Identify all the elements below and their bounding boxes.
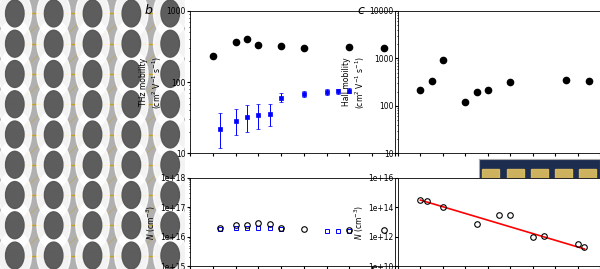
Y-axis label: $N$ (cm$^{-3}$): $N$ (cm$^{-3}$) <box>352 204 365 240</box>
Circle shape <box>44 91 63 118</box>
Circle shape <box>161 121 179 148</box>
Circle shape <box>122 0 140 27</box>
Circle shape <box>37 201 70 250</box>
Circle shape <box>83 30 102 57</box>
Circle shape <box>37 80 70 129</box>
Circle shape <box>44 242 63 269</box>
Circle shape <box>44 30 63 57</box>
Circle shape <box>5 151 24 178</box>
Circle shape <box>83 242 102 269</box>
Circle shape <box>0 141 31 189</box>
Circle shape <box>0 0 31 38</box>
Circle shape <box>0 80 31 129</box>
Circle shape <box>154 50 187 98</box>
Circle shape <box>83 151 102 178</box>
Circle shape <box>122 212 140 239</box>
Circle shape <box>0 50 31 98</box>
Circle shape <box>83 0 102 27</box>
Circle shape <box>44 182 63 208</box>
Circle shape <box>161 242 179 269</box>
Circle shape <box>0 20 31 68</box>
Circle shape <box>115 171 148 219</box>
Circle shape <box>5 30 24 57</box>
Circle shape <box>154 20 187 68</box>
Circle shape <box>76 171 109 219</box>
Circle shape <box>115 80 148 129</box>
Y-axis label: Hall mobility
(cm$^2$ V$^{-1}$ s$^{-1}$): Hall mobility (cm$^2$ V$^{-1}$ s$^{-1}$) <box>343 55 367 109</box>
Circle shape <box>76 201 109 250</box>
Circle shape <box>161 91 179 118</box>
Circle shape <box>161 0 179 27</box>
Circle shape <box>37 110 70 159</box>
Circle shape <box>37 20 70 68</box>
Circle shape <box>115 201 148 250</box>
Circle shape <box>5 212 24 239</box>
Circle shape <box>37 231 70 269</box>
Circle shape <box>115 50 148 98</box>
Circle shape <box>154 80 187 129</box>
Circle shape <box>44 0 63 27</box>
Circle shape <box>83 182 102 208</box>
Circle shape <box>0 201 31 250</box>
Circle shape <box>83 121 102 148</box>
Circle shape <box>37 0 70 38</box>
Circle shape <box>76 110 109 159</box>
Circle shape <box>76 80 109 129</box>
Circle shape <box>37 171 70 219</box>
Text: b: b <box>145 3 153 17</box>
Circle shape <box>76 141 109 189</box>
Circle shape <box>161 182 179 208</box>
Circle shape <box>154 0 187 38</box>
Circle shape <box>76 20 109 68</box>
Circle shape <box>115 20 148 68</box>
Text: c: c <box>358 3 364 17</box>
Circle shape <box>154 231 187 269</box>
Circle shape <box>37 141 70 189</box>
Circle shape <box>76 231 109 269</box>
Circle shape <box>0 171 31 219</box>
Circle shape <box>115 110 148 159</box>
Circle shape <box>5 61 24 87</box>
Circle shape <box>115 231 148 269</box>
Circle shape <box>5 121 24 148</box>
Circle shape <box>5 242 24 269</box>
Y-axis label: THz mobility
(cm$^2$ V$^{-1}$ s$^{-1}$): THz mobility (cm$^2$ V$^{-1}$ s$^{-1}$) <box>139 55 164 109</box>
Circle shape <box>76 0 109 38</box>
Circle shape <box>122 242 140 269</box>
Circle shape <box>122 151 140 178</box>
Circle shape <box>44 151 63 178</box>
Circle shape <box>83 212 102 239</box>
Circle shape <box>154 201 187 250</box>
Circle shape <box>0 231 31 269</box>
Circle shape <box>122 182 140 208</box>
Circle shape <box>83 91 102 118</box>
Circle shape <box>5 182 24 208</box>
Circle shape <box>0 110 31 159</box>
Circle shape <box>122 91 140 118</box>
Y-axis label: $N$ (cm$^{-3}$): $N$ (cm$^{-3}$) <box>144 204 158 240</box>
Circle shape <box>161 61 179 87</box>
Circle shape <box>44 212 63 239</box>
Circle shape <box>37 50 70 98</box>
Circle shape <box>44 121 63 148</box>
Circle shape <box>115 0 148 38</box>
Circle shape <box>83 61 102 87</box>
Circle shape <box>154 141 187 189</box>
Circle shape <box>122 61 140 87</box>
Circle shape <box>76 50 109 98</box>
Circle shape <box>161 212 179 239</box>
Circle shape <box>161 151 179 178</box>
Circle shape <box>115 141 148 189</box>
Circle shape <box>5 91 24 118</box>
Circle shape <box>44 61 63 87</box>
Circle shape <box>5 0 24 27</box>
Circle shape <box>122 121 140 148</box>
Circle shape <box>154 110 187 159</box>
Circle shape <box>122 30 140 57</box>
Circle shape <box>154 171 187 219</box>
Circle shape <box>161 30 179 57</box>
